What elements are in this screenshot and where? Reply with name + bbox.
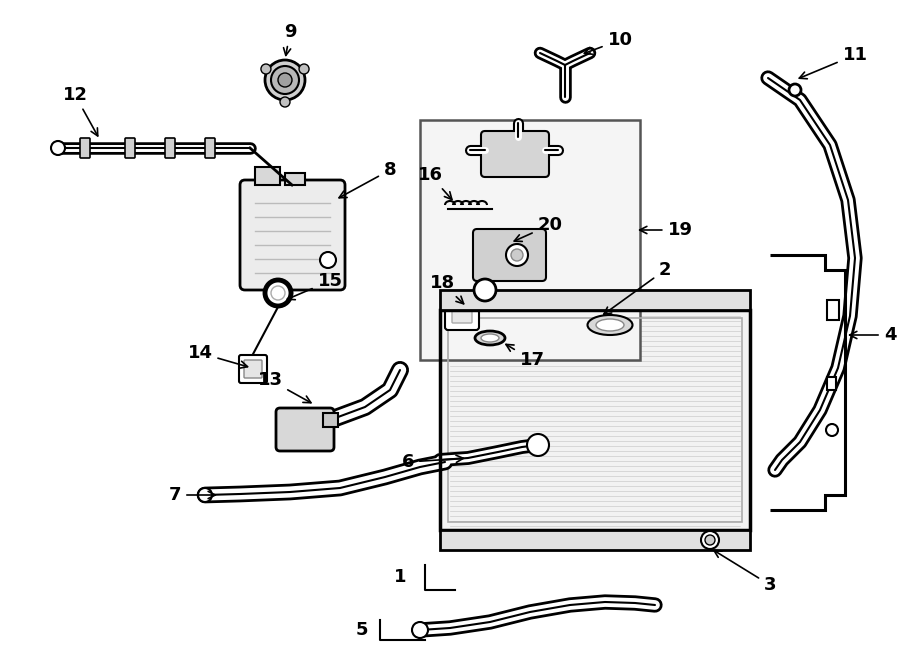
Circle shape [705,535,715,545]
FancyBboxPatch shape [165,138,175,158]
Polygon shape [420,120,640,360]
FancyBboxPatch shape [239,355,267,383]
Text: 11: 11 [799,46,868,79]
Text: 13: 13 [257,371,310,403]
FancyBboxPatch shape [452,309,472,323]
Text: 9: 9 [284,23,296,56]
Circle shape [51,141,65,155]
Circle shape [271,286,285,300]
Text: 4: 4 [850,326,896,344]
Bar [440,310,750,530]
Circle shape [701,531,719,549]
Circle shape [280,97,290,107]
Circle shape [320,252,336,268]
Text: 6: 6 [401,453,464,471]
Circle shape [299,64,309,74]
Ellipse shape [588,315,633,335]
Circle shape [265,60,305,100]
Text: 17: 17 [506,344,544,369]
FancyBboxPatch shape [276,408,334,451]
Text: 14: 14 [187,344,248,368]
FancyBboxPatch shape [244,360,262,378]
Bar [827,300,839,320]
Text: 2: 2 [604,261,671,314]
Bar [323,413,338,427]
Ellipse shape [596,319,624,331]
Circle shape [826,424,838,436]
Circle shape [474,279,496,301]
FancyBboxPatch shape [80,138,90,158]
Text: 19: 19 [640,221,692,239]
Text: 18: 18 [429,274,464,304]
Bar [285,173,305,185]
Text: 1: 1 [394,568,406,586]
Circle shape [278,73,292,87]
Text: 5: 5 [356,621,368,639]
FancyBboxPatch shape [205,138,215,158]
Ellipse shape [481,334,499,342]
Circle shape [261,64,271,74]
Text: 10: 10 [584,31,633,54]
Text: 16: 16 [418,166,452,200]
Bar [448,318,742,522]
Text: 15: 15 [287,272,343,299]
Text: 20: 20 [514,216,562,241]
Ellipse shape [475,331,505,345]
FancyBboxPatch shape [125,138,135,158]
Text: 12: 12 [62,86,98,136]
Text: 3: 3 [714,551,776,594]
Circle shape [265,280,291,306]
Circle shape [412,622,428,638]
FancyBboxPatch shape [481,131,549,177]
Circle shape [198,488,212,502]
Bar [255,167,280,185]
Text: 8: 8 [339,161,396,198]
Bar [440,310,750,530]
Circle shape [511,249,523,261]
Circle shape [506,244,528,266]
Circle shape [789,84,801,96]
Circle shape [271,66,299,94]
Bar [440,530,750,550]
FancyBboxPatch shape [473,229,546,281]
Bar [440,290,750,310]
Text: 7: 7 [169,486,215,504]
FancyBboxPatch shape [445,302,479,330]
Circle shape [527,434,549,456]
Bar [827,377,836,390]
FancyBboxPatch shape [240,180,345,290]
